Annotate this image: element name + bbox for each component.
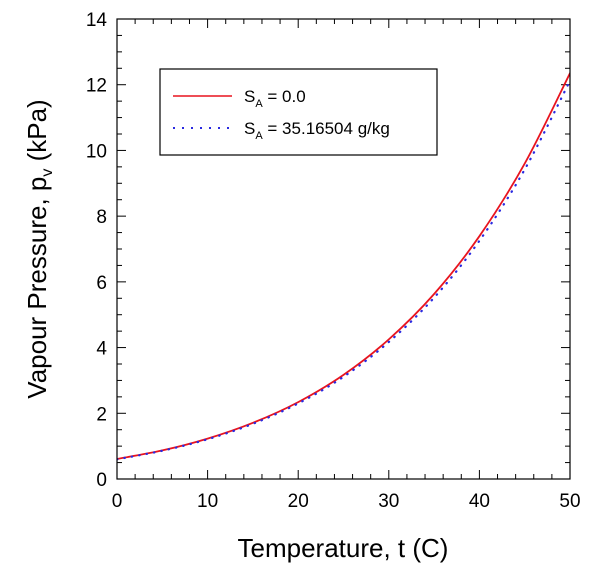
y-axis-label: Vapour Pressure, pv (kPa) — [22, 99, 56, 398]
x-tick-label: 30 — [378, 491, 399, 512]
y-tick-label: 0 — [96, 470, 107, 491]
legend-box — [159, 68, 438, 156]
y-axis-label-suffix: (kPa) — [22, 99, 52, 168]
y-tick-label: 12 — [86, 76, 107, 97]
y-tick-label: 2 — [96, 404, 107, 425]
x-tick-label: 40 — [469, 491, 490, 512]
data-series — [117, 72, 570, 461]
x-tick-label: 20 — [288, 491, 309, 512]
y-tick-label: 10 — [86, 141, 107, 162]
legend-2-symbol: S — [244, 119, 255, 138]
legend-2-value: = 35.16504 g/kg — [263, 119, 390, 138]
x-tick-label: 50 — [559, 491, 580, 512]
y-tick-label: 4 — [96, 339, 107, 360]
plot-frame — [116, 18, 571, 480]
y-tick-label: 6 — [96, 273, 107, 294]
legend: SA = 0.0 SA = 35.16504 g/kg — [159, 68, 438, 156]
x-tick-labels: 0 10 20 30 40 50 — [112, 491, 581, 512]
legend-2-subscript: A — [255, 130, 263, 142]
legend-label-series-2: SA = 35.16504 g/kg — [244, 119, 390, 142]
x-tick-label: 0 — [112, 491, 123, 512]
y-axis-label-subscript: v — [39, 169, 56, 177]
legend-1-value: = 0.0 — [263, 87, 306, 106]
series-line-1 — [117, 72, 570, 460]
legend-1-subscript: A — [255, 98, 263, 110]
y-tick-label: 14 — [86, 10, 108, 31]
legend-1-symbol: S — [244, 87, 255, 106]
y-tick-labels: 0 2 4 6 8 10 12 14 — [86, 10, 108, 491]
y-tick-label: 8 — [96, 207, 107, 228]
x-tick-label: 10 — [197, 491, 218, 512]
x-axis-label: Temperature, t (C) — [238, 533, 449, 563]
legend-label-series-1: SA = 0.0 — [244, 87, 306, 110]
y-axis-label-main: Vapour Pressure, p — [22, 177, 52, 399]
series-line-2 — [117, 79, 570, 461]
